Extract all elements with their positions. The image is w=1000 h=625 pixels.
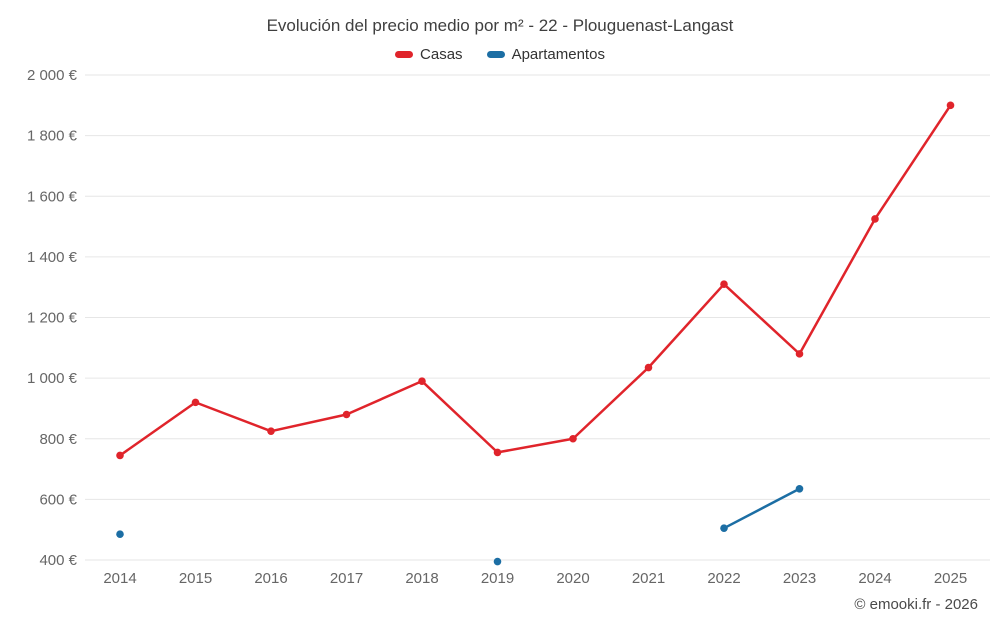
chart-legend: Casas Apartamentos: [0, 46, 1000, 63]
data-point[interactable]: [720, 280, 728, 288]
x-tick-label: 2020: [556, 570, 589, 587]
x-tick-label: 2021: [632, 570, 665, 587]
data-point[interactable]: [871, 215, 879, 223]
x-axis-labels: 2014 2015 2016 2017 2018 2019 2020 2021 2022 2023…: [103, 570, 967, 587]
data-point[interactable]: [946, 101, 955, 110]
data-point[interactable]: [418, 377, 426, 385]
y-tick-label: 1 200 €: [27, 310, 78, 327]
x-tick-label: 2025: [934, 570, 967, 587]
data-point[interactable]: [342, 410, 351, 419]
data-point[interactable]: [116, 451, 124, 460]
x-tick-label: 2022: [707, 570, 740, 587]
x-tick-label: 2023: [783, 570, 816, 587]
legend-label: Apartamentos: [511, 46, 605, 63]
y-tick-label: 1 600 €: [27, 188, 78, 205]
copyright: © emooki.fr - 2026: [854, 596, 978, 613]
data-point[interactable]: [116, 530, 124, 539]
series-line: [722, 487, 801, 530]
data-point[interactable]: [720, 524, 728, 532]
legend-swatch-icon: [486, 51, 505, 58]
y-tick-label: 400 €: [39, 552, 77, 569]
data-point[interactable]: [493, 557, 502, 566]
y-tick-label: 1 400 €: [27, 249, 78, 266]
x-tick-label: 2024: [858, 570, 891, 587]
series-line: [118, 104, 952, 457]
series-apartamentos: [116, 484, 804, 566]
data-point[interactable]: [569, 434, 577, 443]
x-tick-label: 2019: [481, 570, 514, 587]
x-tick-label: 2018: [405, 570, 438, 587]
y-tick-label: 2 000 €: [27, 67, 78, 84]
data-point[interactable]: [267, 427, 275, 435]
y-tick-label: 800 €: [39, 431, 77, 448]
x-tick-label: 2015: [179, 570, 212, 587]
data-point[interactable]: [795, 484, 804, 493]
y-tick-label: 1 000 €: [27, 370, 78, 387]
data-point[interactable]: [493, 448, 502, 457]
series-casas: [116, 101, 955, 460]
x-tick-label: 2014: [103, 570, 136, 587]
legend-swatch-icon: [395, 51, 414, 58]
x-tick-label: 2017: [330, 570, 363, 587]
legend-item-apartamentos[interactable]: Apartamentos: [486, 46, 605, 63]
gridlines: [85, 74, 990, 561]
data-point[interactable]: [795, 350, 804, 358]
y-tick-label: 1 800 €: [27, 128, 78, 145]
data-point[interactable]: [191, 398, 200, 407]
price-evolution-chart: 400 € 600 € 800 € 1 000 € 1 200 € 1 400 € 1 60…: [27, 67, 990, 587]
y-tick-label: 600 €: [39, 491, 77, 508]
legend-item-casas[interactable]: Casas: [395, 46, 463, 63]
x-tick-label: 2016: [254, 570, 287, 587]
data-point[interactable]: [644, 363, 653, 372]
y-axis-labels: 400 € 600 € 800 € 1 000 € 1 200 € 1 400 € 1 60…: [27, 67, 78, 569]
legend-label: Casas: [420, 46, 463, 63]
chart-title: Evolución del precio medio por m² - 22 -…: [266, 16, 734, 35]
